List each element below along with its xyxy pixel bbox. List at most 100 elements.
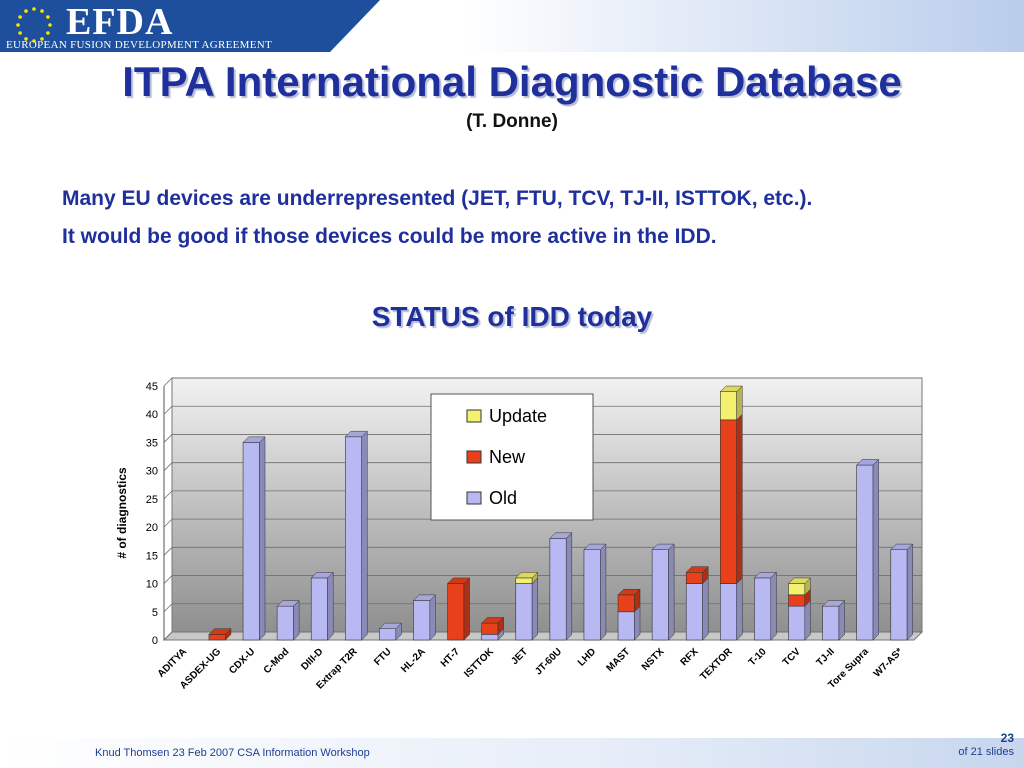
chart-heading: STATUS of IDD today: [371, 301, 653, 332]
x-tick-label: HT-7: [439, 646, 462, 669]
footer-text: Knud Thomsen 23 Feb 2007 CSA Information…: [95, 747, 370, 759]
x-tick-label: DIII-D: [299, 646, 325, 672]
x-tick-label: TEXTOR: [698, 646, 735, 683]
x-tick-label: CDX-U: [227, 646, 257, 676]
x-tick-label: ISTTOK: [462, 646, 496, 680]
bar-top: [787, 577, 812, 584]
bar-top: [549, 532, 573, 539]
gridline-side: [163, 518, 173, 528]
gridline-side: [163, 434, 173, 443]
bar-textor-old: [720, 577, 743, 641]
bar-textor-update: [720, 385, 743, 421]
bar-top: [617, 588, 641, 596]
y-tick-label: 45: [146, 381, 158, 393]
chart-legend: [430, 393, 594, 521]
x-tick-label: NSTX: [640, 646, 667, 673]
legend-label-old: Old: [489, 488, 517, 508]
bar-rfx-old: [685, 577, 709, 641]
y-tick-label: 10: [146, 579, 158, 591]
header-bar: EFDA EUROPEAN FUSION DEVELOPMENT AGREEME…: [0, 0, 1024, 52]
bar-top: [583, 543, 607, 550]
legend-label-new: New: [489, 447, 526, 467]
legend-swatch-old: [466, 491, 482, 505]
bar-top: [685, 566, 709, 573]
gridline-side: [163, 405, 173, 415]
legend-swatch-new: [466, 450, 482, 464]
bar-w7-as--old: [890, 543, 913, 641]
bar-tore-supra-old: [856, 458, 879, 641]
bar-diii-d-old: [310, 571, 334, 641]
y-tick-label: 40: [146, 409, 158, 421]
bar-top: [719, 385, 743, 392]
bar-cdx-u-old: [242, 436, 266, 641]
x-tick-label: LHD: [576, 646, 598, 668]
gridline-side: [163, 462, 173, 471]
efda-logo: EFDA EUROPEAN FUSION DEVELOPMENT AGREEME…: [0, 0, 380, 52]
gridline-side: [163, 490, 173, 500]
bar-textor-new: [720, 413, 743, 585]
x-tick-label: TCV: [781, 646, 803, 668]
y-tick-label: 0: [152, 635, 158, 647]
bar-top: [753, 572, 777, 579]
bar-mast-new: [617, 588, 641, 613]
bar-top: [242, 436, 266, 443]
x-tick-label: FTU: [372, 646, 394, 668]
x-tick-label: JT-60U: [533, 646, 564, 677]
bar-t-10-old: [754, 571, 777, 641]
legend-swatch-update: [466, 409, 482, 423]
bar-jt-60u-old: [549, 532, 573, 641]
bar-top: [446, 577, 471, 584]
bar-ht-7-new: [447, 577, 470, 641]
eu-stars-icon: [16, 7, 52, 43]
page-number: 23: [1000, 731, 1014, 745]
gridline-side: [163, 547, 173, 556]
bar-top: [378, 622, 402, 629]
bar-top: [890, 543, 914, 550]
bar-top: [856, 459, 880, 466]
legend-label-update: Update: [489, 406, 547, 426]
gridline-side: [163, 603, 173, 613]
bar-top: [515, 572, 539, 579]
logo-subtitle: EUROPEAN FUSION DEVELOPMENT AGREEMENT: [6, 39, 273, 51]
slide-author: (T. Donne): [466, 111, 558, 132]
x-tick-label: JET: [509, 646, 530, 667]
bar-jet-old: [515, 577, 538, 641]
bar-top: [208, 628, 232, 635]
x-tick-label: HL-2A: [399, 646, 428, 675]
bar-top: [344, 430, 368, 438]
gridline-side: [163, 377, 173, 387]
y-tick-label: 35: [146, 437, 158, 449]
bar-top: [276, 600, 300, 607]
bar-top: [821, 600, 846, 607]
bar-nstx-old: [651, 543, 675, 641]
y-tick-label: 20: [146, 522, 158, 534]
x-tick-label: TJ-II: [815, 646, 837, 668]
y-tick-label: 30: [146, 466, 158, 478]
bar-mast-old: [617, 605, 641, 641]
y-tick-label: 25: [146, 494, 158, 506]
bar-lhd-old: [583, 543, 607, 641]
gridline-side: [163, 631, 173, 641]
footer-bar: [0, 738, 1024, 768]
bar-extrap-t2r-old: [345, 430, 368, 641]
gridline-side: [163, 575, 173, 584]
x-tick-label: T-10: [747, 646, 769, 668]
x-tick-label: RFX: [679, 646, 701, 668]
x-tick-label: ADITYA: [156, 646, 189, 679]
x-tick-label: MAST: [605, 646, 633, 674]
bar-top: [310, 572, 334, 579]
bar-top: [481, 617, 505, 624]
bar-c-mod-old: [276, 599, 300, 641]
x-tick-label: W7-AS*: [872, 646, 905, 679]
bar-top: [651, 543, 675, 550]
bar-tj-ii-old: [822, 599, 845, 641]
page-total: of 21 slides: [958, 746, 1014, 758]
y-tick-label: 5: [152, 607, 158, 619]
y-tick-label: 15: [146, 550, 158, 562]
slide-title: ITPA International Diagnostic Database: [122, 58, 902, 105]
idd-status-chart: 0 5 10 15 20 25 30 35 40 45 # of diagnostics ADITYA…: [115, 377, 924, 691]
logo-text: EFDA: [66, 1, 174, 43]
note-line-1: Many EU devices are underrepresented (JE…: [62, 187, 813, 210]
bar-tcv-old: [788, 599, 811, 641]
y-axis-label: # of diagnostics: [115, 467, 129, 559]
